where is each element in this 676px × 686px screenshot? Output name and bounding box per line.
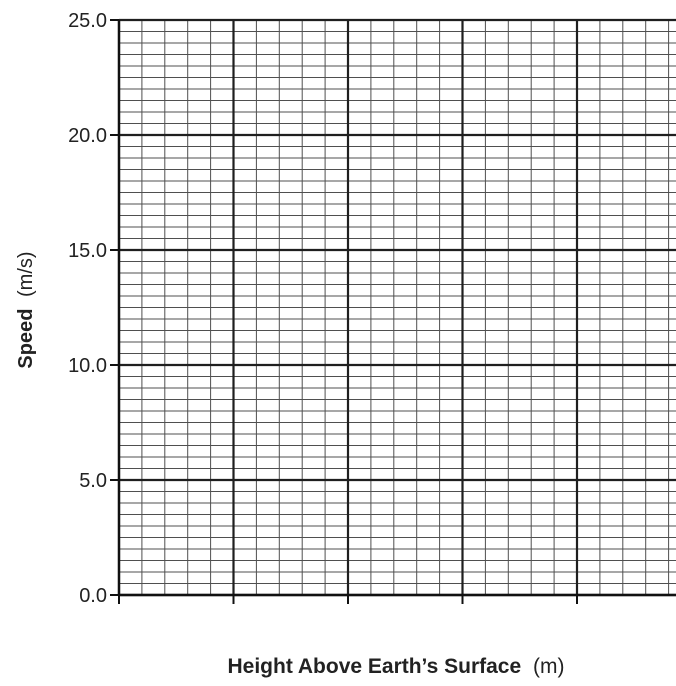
y-tick-label: 15.0 [68, 240, 107, 262]
y-tick-label: 0.0 [79, 585, 107, 607]
y-tick-label: 5.0 [79, 470, 107, 492]
x-axis-ticks [118, 595, 578, 604]
y-tick-label: 20.0 [68, 125, 107, 147]
y-tick-label: 10.0 [68, 355, 107, 377]
axes [117, 20, 676, 597]
y-axis-label-main: Speed [15, 309, 37, 369]
x-axis-label-unit: (m) [533, 655, 564, 678]
minor-grid [119, 20, 676, 595]
x-axis-label: Height Above Earth’s Surface (m) [227, 655, 564, 678]
x-axis-label-main: Height Above Earth’s Surface [227, 655, 521, 678]
y-axis-ticks: 0.0 5.0 10.0 15.0 20.0 25.0 [68, 10, 119, 607]
y-tick-label: 25.0 [68, 10, 107, 32]
y-axis-label-unit: (m/s) [15, 251, 37, 297]
y-axis-label: Speed (m/s) [15, 251, 37, 368]
